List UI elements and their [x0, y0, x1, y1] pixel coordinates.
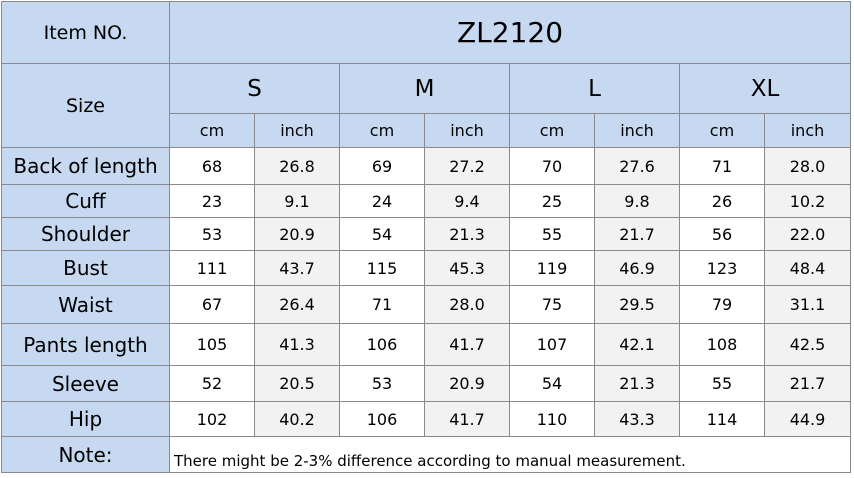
measurement: 10.2 [765, 185, 851, 218]
unit-label: cm [170, 114, 255, 148]
measurement: 43.7 [255, 251, 340, 286]
unit-label: cm [340, 114, 425, 148]
measurement: 110 [510, 402, 595, 437]
measurement: 28.0 [425, 286, 510, 324]
measurement: 26.8 [255, 148, 340, 185]
size-name: S [170, 64, 340, 114]
row-label: Pants length [1, 324, 170, 366]
measurement: 20.5 [255, 366, 340, 402]
measurement: 25 [510, 185, 595, 218]
measurement: 42.5 [765, 324, 851, 366]
measurement: 70 [510, 148, 595, 185]
measurement: 20.9 [255, 218, 340, 251]
size-name: XL [680, 64, 851, 114]
measurement: 45.3 [425, 251, 510, 286]
unit-label: inch [255, 114, 340, 148]
measurement: 42.1 [595, 324, 680, 366]
measurement: 46.9 [595, 251, 680, 286]
measurement: 9.4 [425, 185, 510, 218]
row-label: Bust [1, 251, 170, 286]
measurement: 55 [510, 218, 595, 251]
measurement: 71 [340, 286, 425, 324]
row-label: Waist [1, 286, 170, 324]
measurement: 27.2 [425, 148, 510, 185]
measurement: 115 [340, 251, 425, 286]
measurement: 53 [170, 218, 255, 251]
measurement: 54 [510, 366, 595, 402]
measurement: 9.8 [595, 185, 680, 218]
measurement: 75 [510, 286, 595, 324]
measurement: 123 [680, 251, 765, 286]
measurement: 67 [170, 286, 255, 324]
measurement: 114 [680, 402, 765, 437]
measurement: 41.7 [425, 402, 510, 437]
measurement: 54 [340, 218, 425, 251]
measurement: 52 [170, 366, 255, 402]
size-label: Size [1, 64, 170, 148]
unit-label: cm [510, 114, 595, 148]
measurement: 26.4 [255, 286, 340, 324]
measurement: 102 [170, 402, 255, 437]
measurement: 56 [680, 218, 765, 251]
size-name: L [510, 64, 680, 114]
note-label: Note: [1, 437, 170, 473]
item-label: Item NO. [1, 1, 170, 64]
measurement: 79 [680, 286, 765, 324]
unit-label: inch [595, 114, 680, 148]
measurement: 21.7 [765, 366, 851, 402]
measurement: 40.2 [255, 402, 340, 437]
measurement: 108 [680, 324, 765, 366]
measurement: 106 [340, 402, 425, 437]
size-name: M [340, 64, 510, 114]
measurement: 53 [340, 366, 425, 402]
note-text: There might be 2-3% difference according… [170, 437, 851, 473]
measurement: 69 [340, 148, 425, 185]
row-label: Hip [1, 402, 170, 437]
unit-label: cm [680, 114, 765, 148]
item-number: ZL2120 [170, 1, 851, 64]
measurement: 44.9 [765, 402, 851, 437]
measurement: 105 [170, 324, 255, 366]
measurement: 24 [340, 185, 425, 218]
measurement: 9.1 [255, 185, 340, 218]
measurement: 68 [170, 148, 255, 185]
measurement: 41.7 [425, 324, 510, 366]
measurement: 55 [680, 366, 765, 402]
row-label: Sleeve [1, 366, 170, 402]
measurement: 31.1 [765, 286, 851, 324]
measurement: 71 [680, 148, 765, 185]
row-label: Back of length [1, 148, 170, 185]
measurement: 21.7 [595, 218, 680, 251]
measurement: 48.4 [765, 251, 851, 286]
measurement: 111 [170, 251, 255, 286]
row-label: Shoulder [1, 218, 170, 251]
measurement: 28.0 [765, 148, 851, 185]
measurement: 20.9 [425, 366, 510, 402]
unit-label: inch [425, 114, 510, 148]
measurement: 119 [510, 251, 595, 286]
measurement: 21.3 [595, 366, 680, 402]
measurement: 29.5 [595, 286, 680, 324]
measurement: 106 [340, 324, 425, 366]
measurement: 23 [170, 185, 255, 218]
measurement: 21.3 [425, 218, 510, 251]
measurement: 26 [680, 185, 765, 218]
measurement: 27.6 [595, 148, 680, 185]
measurement: 41.3 [255, 324, 340, 366]
measurement: 43.3 [595, 402, 680, 437]
measurement: 107 [510, 324, 595, 366]
measurement: 22.0 [765, 218, 851, 251]
unit-label: inch [765, 114, 851, 148]
row-label: Cuff [1, 185, 170, 218]
